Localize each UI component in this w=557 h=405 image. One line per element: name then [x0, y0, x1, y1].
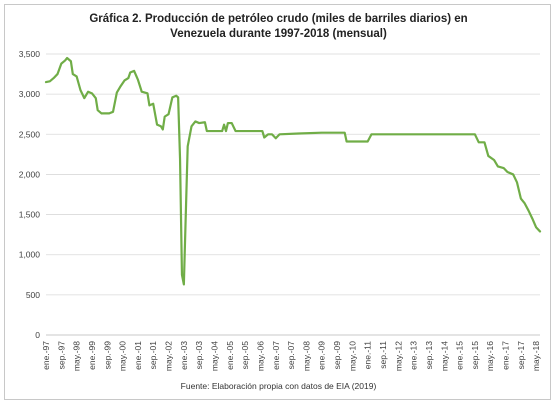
- x-tick-label: may.-18: [531, 341, 541, 371]
- x-tick-label: may.-08: [301, 341, 311, 371]
- x-tick-label: sep.-05: [240, 341, 250, 370]
- y-tick-label: 1,000: [19, 250, 41, 260]
- x-tick-label: ene.-97: [41, 341, 51, 370]
- x-tick-label: ene.-01: [133, 341, 143, 370]
- x-tick-label: may.-04: [209, 341, 219, 371]
- x-tick-label: sep.-99: [102, 341, 112, 370]
- chart-title: Gráfica 2. Producción de petróleo crudo …: [0, 12, 557, 42]
- x-tick-label: sep.-09: [332, 341, 342, 370]
- x-tick-label: ene.-03: [179, 341, 189, 370]
- y-tick-label: 2,000: [19, 169, 41, 179]
- x-tick-label: ene.-05: [225, 341, 235, 370]
- source-note: Fuente: Elaboración propia con datos de …: [180, 381, 377, 391]
- x-tick-label: ene.-99: [87, 341, 97, 370]
- x-tick-label: may.-10: [347, 341, 357, 371]
- x-tick-label: sep.-15: [470, 341, 480, 370]
- y-tick-label: 3,500: [19, 49, 41, 59]
- chart-frame: [4, 4, 551, 400]
- series-line-0: [44, 56, 542, 286]
- gridlines: [46, 53, 540, 336]
- chart-title-line-2: Venezuela durante 1997-2018 (mensual): [170, 28, 387, 40]
- series-layer: [44, 56, 542, 286]
- x-tick-label: sep.-13: [424, 341, 434, 370]
- x-tick-label: sep.-03: [194, 341, 204, 370]
- x-tick-label: may.-02: [164, 341, 174, 371]
- x-tick-label: ene.-13: [409, 341, 419, 370]
- x-tick-label: sep.-17: [516, 341, 526, 370]
- x-tick-label: ene.-09: [317, 341, 327, 370]
- y-axis-ticks: 0 500 1,000 1,500 2,000 2,500 3,000 3,500: [19, 49, 41, 340]
- x-tick-label: sep.-11: [378, 341, 388, 369]
- x-tick-label: may.-06: [255, 341, 265, 371]
- x-tick-label: sep.-97: [56, 341, 66, 370]
- x-tick-label: ene.-07: [271, 341, 281, 370]
- x-tick-label: ene.-15: [455, 341, 465, 370]
- y-tick-label: 3,000: [19, 89, 41, 99]
- x-tick-label: ene.-11: [363, 341, 373, 369]
- x-tick-label: ene.-17: [501, 341, 511, 370]
- x-tick-label: may.-12: [393, 341, 403, 371]
- x-tick-label: may.-98: [72, 341, 82, 371]
- x-tick-label: may.-14: [439, 341, 449, 371]
- x-tick-label: may.-16: [485, 341, 495, 371]
- y-tick-label: 500: [26, 290, 40, 300]
- x-tick-label: sep.-07: [286, 341, 296, 370]
- x-axis-ticks: ene.-97 sep.-97 may.-98 ene.-99 sep.-99 may.-…: [41, 341, 541, 371]
- y-tick-label: 2,500: [19, 129, 41, 139]
- x-tick-label: may.-00: [118, 341, 128, 371]
- x-tick-label: sep.-01: [148, 341, 158, 370]
- y-tick-label: 0: [35, 330, 40, 340]
- y-tick-label: 1,500: [19, 210, 41, 220]
- chart-title-line-1: Gráfica 2. Producción de petróleo crudo …: [89, 13, 468, 25]
